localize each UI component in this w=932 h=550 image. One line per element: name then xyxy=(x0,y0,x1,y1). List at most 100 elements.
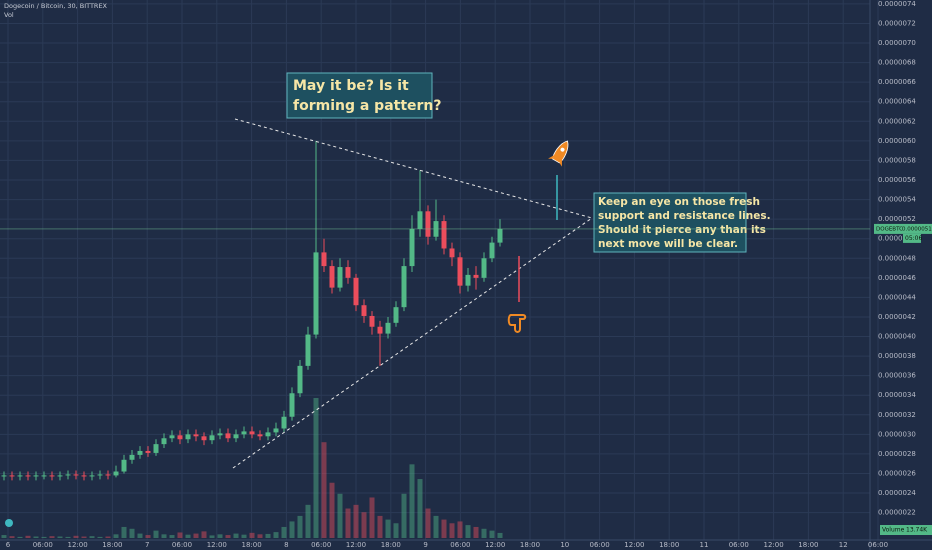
volume-bar xyxy=(249,532,255,538)
volume-bar xyxy=(393,523,399,538)
volume-bar xyxy=(185,534,191,538)
x-tick-label: 12:00 xyxy=(624,541,644,549)
x-tick-label: 12:00 xyxy=(764,541,784,549)
x-tick-label: 18:00 xyxy=(659,541,679,549)
candle-body xyxy=(345,267,351,278)
y-tick-label: 0.0000068 xyxy=(878,59,916,67)
candle-body xyxy=(105,474,111,476)
volume-bar xyxy=(353,504,359,538)
volume-bar xyxy=(9,536,15,538)
candle-body xyxy=(217,433,223,436)
support-line xyxy=(232,217,593,469)
candle-body xyxy=(321,252,327,267)
y-tick-label: 0.0000056 xyxy=(878,176,916,184)
x-tick-label: 18:00 xyxy=(242,541,262,549)
candle-body xyxy=(489,242,495,259)
candle-body xyxy=(33,475,39,477)
volume-bar xyxy=(57,536,63,538)
volume-bar xyxy=(25,535,31,538)
volume-bar xyxy=(441,519,447,538)
volume-bar xyxy=(137,533,143,538)
x-tick-label: 18:00 xyxy=(102,541,122,549)
candle-body xyxy=(57,475,63,477)
volume-tag xyxy=(880,525,932,535)
x-tick-label: 6 xyxy=(6,541,11,549)
volume-bar xyxy=(377,515,383,538)
resistance-line xyxy=(234,118,593,219)
volume-bar xyxy=(1,535,7,538)
volume-bar xyxy=(161,534,167,538)
candle-body xyxy=(449,248,455,258)
x-tick-label: 9 xyxy=(423,541,427,549)
candle-body xyxy=(185,434,191,440)
y-tick-label: 0.0000050 xyxy=(878,235,916,243)
candle-body xyxy=(145,450,151,453)
volume-bar xyxy=(217,534,223,538)
candle-body xyxy=(25,475,31,477)
candle-body xyxy=(169,435,175,439)
candle-body xyxy=(17,475,23,477)
x-tick-label: 18:00 xyxy=(798,541,818,549)
x-tick-label: 12:00 xyxy=(207,541,227,549)
price-tag xyxy=(874,223,932,234)
volume-bar xyxy=(257,534,263,538)
candle-body xyxy=(329,266,335,288)
volume-bar xyxy=(33,536,39,538)
pointing-hand-icon xyxy=(507,314,527,333)
y-tick-label: 0.0000030 xyxy=(878,430,916,438)
x-tick-label: 06:00 xyxy=(172,541,192,549)
y-tick-label: 0.0000032 xyxy=(878,411,916,419)
volume-bar xyxy=(73,535,79,538)
volume-bar xyxy=(41,536,47,538)
y-tick-label: 0.0000058 xyxy=(878,156,916,164)
candle-body xyxy=(97,474,103,476)
volume-bar xyxy=(369,497,375,538)
y-tick-label: 0.0000070 xyxy=(878,39,916,47)
y-tick-label: 0.0000034 xyxy=(878,391,916,399)
annotation-text: support and resistance lines. xyxy=(598,210,771,222)
y-tick-label: 0.0000054 xyxy=(878,196,916,204)
candle-body xyxy=(257,434,263,437)
y-tick-label: 0.0000072 xyxy=(878,19,916,27)
volume-bar xyxy=(473,526,479,538)
y-tick-label: 0.0000048 xyxy=(878,254,916,262)
candle-body xyxy=(361,305,367,316)
candle-body xyxy=(1,475,7,477)
volume-bar xyxy=(65,536,71,538)
volume-bar xyxy=(129,528,135,538)
volume-bar xyxy=(385,519,391,538)
volume-bar xyxy=(345,508,351,538)
volume-title: Vol xyxy=(4,11,14,19)
y-tick-label: 0.0000024 xyxy=(878,489,916,497)
volume-bar xyxy=(449,523,455,538)
candle-body xyxy=(9,475,15,477)
x-tick-label: 06:00 xyxy=(311,541,331,549)
price-axis: 0.0000074 0.0000072 0.0000070 0.0000068 0.00… xyxy=(878,0,916,517)
candle-body xyxy=(209,435,215,441)
volume-bar xyxy=(241,534,247,538)
y-tick-label: 0.0000028 xyxy=(878,450,916,458)
candle-body xyxy=(225,433,231,439)
y-tick-label: 0.0000074 xyxy=(878,0,916,8)
volume-bar xyxy=(153,530,159,538)
candle-body xyxy=(137,450,143,455)
candle-body xyxy=(193,434,199,437)
x-tick-label: 18:00 xyxy=(381,541,401,549)
candle-body xyxy=(457,257,463,286)
candle-body xyxy=(153,444,159,453)
y-tick-label: 0.0000022 xyxy=(878,509,916,517)
volume-bar xyxy=(177,532,183,538)
rocket-icon xyxy=(548,140,569,167)
y-tick-label: 0.0000064 xyxy=(878,98,916,106)
candle-body xyxy=(121,459,127,472)
candle-body xyxy=(273,428,279,433)
candle-body xyxy=(393,307,399,323)
candle-body xyxy=(89,475,95,477)
y-tick-label: 0.0000052 xyxy=(878,215,916,223)
y-tick-label: 0.0000066 xyxy=(878,78,916,86)
y-tick-label: 0.0000040 xyxy=(878,333,916,341)
volume-bar xyxy=(481,528,487,538)
volume-bar xyxy=(337,493,343,538)
volume-bar xyxy=(145,535,151,538)
